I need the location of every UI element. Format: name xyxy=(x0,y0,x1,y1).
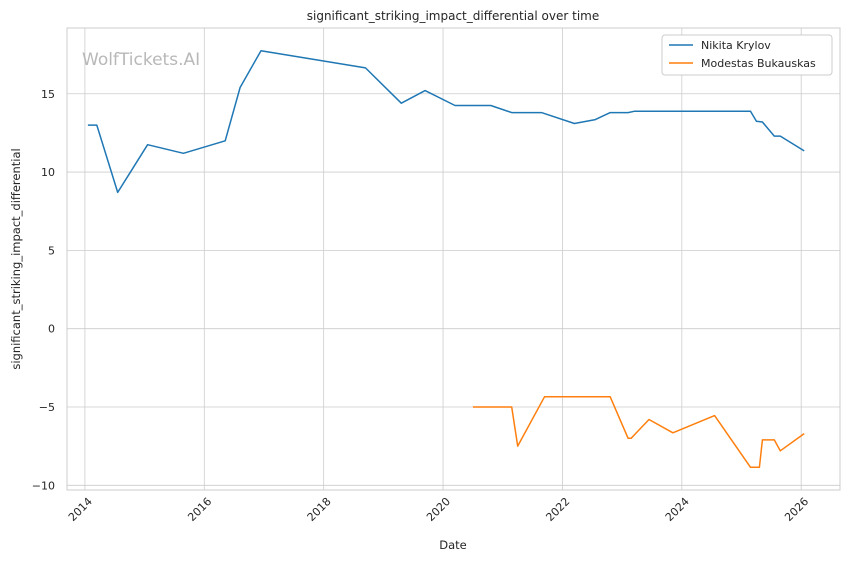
y-tick-label: 15 xyxy=(41,88,55,101)
legend: Nikita Krylov Modestas Bukauskas xyxy=(661,34,833,76)
x-tick-label: 2024 xyxy=(663,495,692,524)
x-tick-label: 2022 xyxy=(543,495,572,524)
legend-label-nikita-krylov: Nikita Krylov xyxy=(701,39,771,52)
y-tick-label: 10 xyxy=(41,166,55,179)
y-tick-label: −5 xyxy=(39,401,55,414)
legend-box xyxy=(661,34,833,76)
x-tick-label: 2018 xyxy=(305,495,334,524)
legend-label-modestas-bukauskas: Modestas Bukauskas xyxy=(701,57,816,70)
series-line-modestas-bukauskas xyxy=(472,396,805,469)
x-tick-label: 2026 xyxy=(782,495,811,524)
x-tick-label: 2014 xyxy=(66,495,95,524)
x-tick-label: 2020 xyxy=(424,495,453,524)
plot-frame xyxy=(66,27,841,491)
chart-title: significant_striking_impact_differential… xyxy=(307,9,599,23)
x-axis-label: Date xyxy=(439,538,467,552)
y-tick-label: −10 xyxy=(32,479,55,492)
y-axis-label: significant_striking_impact_differential xyxy=(9,148,23,369)
watermark-text: WolfTickets.AI xyxy=(82,50,200,70)
y-tick-label: 0 xyxy=(48,323,55,336)
series-line-nikita-krylov xyxy=(87,49,805,194)
x-tick-label: 2016 xyxy=(185,495,214,524)
y-tick-label: 5 xyxy=(48,244,55,257)
